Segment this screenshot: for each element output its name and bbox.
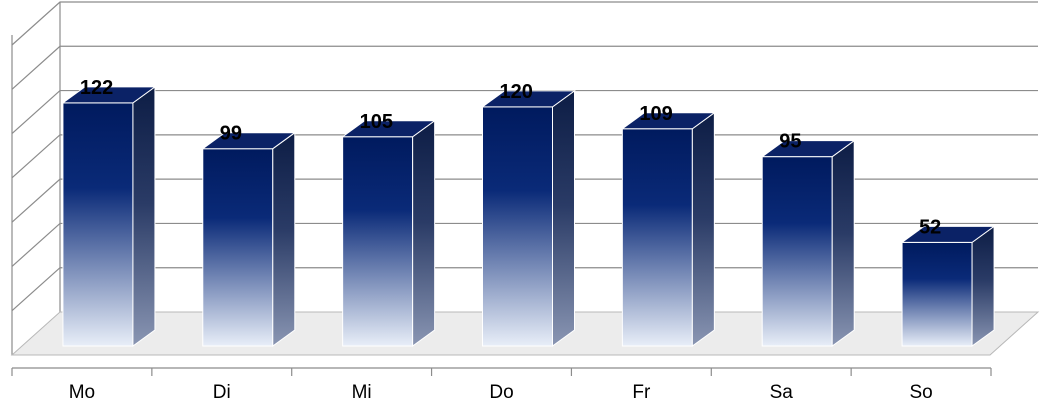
- category-label: Mo: [69, 382, 95, 403]
- labels-layer: 122 Mo 99 Di 105 Mi 120 Do 109 Fr 95 Sa 52 So: [69, 77, 942, 403]
- bar-group: [201, 131, 297, 347]
- bar-side: [691, 111, 715, 347]
- value-label: 52: [919, 216, 941, 238]
- bar-side: [552, 89, 575, 347]
- category-label: Do: [489, 382, 513, 403]
- bar-side: [412, 119, 436, 347]
- value-label: 122: [80, 77, 113, 99]
- bar-front: [202, 148, 274, 347]
- bar-front: [62, 102, 134, 347]
- bar-top: [341, 120, 437, 138]
- category-label: Sa: [770, 382, 794, 403]
- value-label: 95: [779, 131, 801, 153]
- gridline: [11, 1, 1038, 46]
- bar-top: [900, 225, 996, 243]
- bar-top: [620, 112, 716, 130]
- bar-side: [971, 225, 995, 347]
- grid-layer: [11, 1, 1038, 355]
- bar-group: [480, 89, 577, 347]
- bar-top: [480, 90, 577, 108]
- bar-front: [761, 156, 833, 347]
- category-label: Mi: [352, 382, 372, 403]
- bar-group: [341, 119, 437, 347]
- bar-top: [760, 140, 856, 158]
- value-label: 105: [360, 111, 393, 133]
- bar-group: [61, 85, 157, 347]
- bar-top: [201, 132, 297, 150]
- value-label: 109: [639, 103, 672, 125]
- category-label: Fr: [632, 382, 651, 403]
- bar-group: [900, 225, 996, 347]
- bar-group: [620, 111, 716, 347]
- category-label: So: [909, 382, 932, 403]
- bar-front: [482, 106, 553, 347]
- bar-front: [621, 128, 693, 347]
- bars-layer: [61, 85, 996, 347]
- value-label: 120: [500, 81, 533, 103]
- bar-group: [760, 139, 856, 347]
- bar-top: [61, 86, 157, 104]
- bar-front: [901, 241, 973, 347]
- bar-side: [831, 139, 855, 347]
- bar-front: [342, 136, 414, 347]
- category-label: Di: [213, 382, 231, 403]
- value-label: 99: [220, 123, 242, 145]
- bar-side: [132, 85, 156, 347]
- bar-side: [272, 131, 296, 347]
